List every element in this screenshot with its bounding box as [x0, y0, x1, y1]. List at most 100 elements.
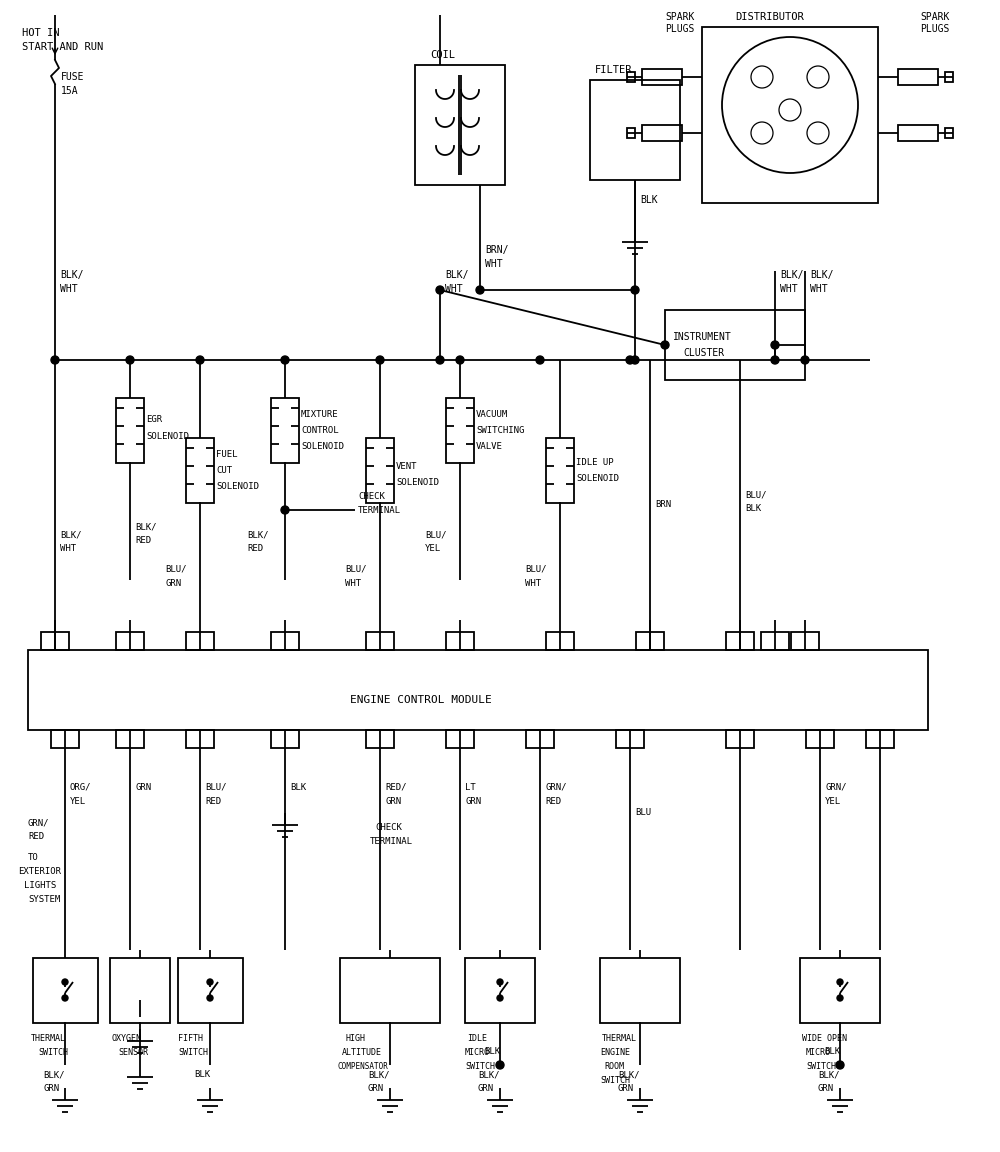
Text: BLK/: BLK/ — [818, 1070, 840, 1079]
Circle shape — [62, 979, 68, 985]
Bar — [590, 79, 680, 180]
Text: LT: LT — [465, 783, 476, 793]
Text: VENT: VENT — [396, 462, 418, 471]
Circle shape — [497, 995, 503, 1001]
Text: VALVE: VALVE — [476, 442, 503, 450]
Bar — [446, 632, 474, 650]
Text: CHECK: CHECK — [375, 823, 402, 832]
Text: BLK/: BLK/ — [368, 1070, 390, 1079]
Text: BRN: BRN — [655, 500, 671, 509]
Bar — [271, 730, 299, 748]
Circle shape — [496, 1061, 504, 1069]
Text: THERMAL: THERMAL — [31, 1034, 66, 1043]
Text: BLU/: BLU/ — [205, 783, 226, 793]
Bar — [186, 632, 214, 650]
Text: YEL: YEL — [825, 797, 841, 806]
Circle shape — [51, 356, 59, 364]
Circle shape — [196, 356, 204, 364]
Text: BLK/: BLK/ — [135, 522, 156, 531]
Text: BLK: BLK — [484, 1047, 500, 1056]
Text: START AND RUN: START AND RUN — [22, 41, 103, 52]
Bar — [806, 730, 834, 748]
Bar — [636, 632, 664, 650]
Bar — [465, 958, 535, 1023]
Circle shape — [376, 356, 384, 364]
Text: RED: RED — [247, 544, 263, 553]
Circle shape — [456, 356, 464, 364]
Text: GRN/: GRN/ — [825, 783, 846, 793]
Bar — [366, 438, 394, 503]
Text: COIL: COIL — [430, 50, 455, 60]
Text: TO: TO — [28, 852, 39, 862]
Text: 15A: 15A — [61, 86, 79, 96]
Text: SWITCH: SWITCH — [806, 1062, 836, 1071]
Circle shape — [281, 506, 289, 514]
Bar — [116, 730, 144, 748]
Bar — [627, 128, 635, 138]
Text: SPARK
PLUGS: SPARK PLUGS — [665, 12, 694, 33]
Text: BLU/: BLU/ — [165, 564, 186, 574]
Text: SPARK
PLUGS: SPARK PLUGS — [920, 12, 949, 33]
Bar — [791, 632, 819, 650]
Bar — [702, 26, 878, 203]
Text: ROOM: ROOM — [604, 1062, 624, 1071]
Text: BLK: BLK — [745, 505, 761, 513]
Bar — [726, 632, 754, 650]
Bar — [546, 438, 574, 503]
Text: HOT IN: HOT IN — [22, 28, 60, 38]
Text: WHT: WHT — [345, 579, 361, 588]
Bar — [28, 650, 928, 730]
Bar — [866, 730, 894, 748]
Bar — [526, 730, 554, 748]
Text: GRN/: GRN/ — [545, 783, 566, 793]
Text: SWITCHING: SWITCHING — [476, 426, 524, 435]
Text: WIDE OPEN: WIDE OPEN — [802, 1034, 847, 1043]
Circle shape — [207, 995, 213, 1001]
Text: GRN/: GRN/ — [28, 818, 50, 827]
Text: MIXTURE: MIXTURE — [301, 410, 339, 419]
Text: MICRO: MICRO — [806, 1048, 831, 1058]
Text: BLK/: BLK/ — [60, 530, 82, 539]
Text: WHT: WHT — [810, 285, 828, 294]
Text: SOLENOID: SOLENOID — [301, 442, 344, 450]
Text: FUSE: FUSE — [61, 71, 84, 82]
Circle shape — [631, 286, 639, 294]
Text: BLK: BLK — [640, 195, 658, 205]
Text: BLK/: BLK/ — [478, 1070, 500, 1079]
Text: RED: RED — [28, 832, 44, 841]
Text: WHT: WHT — [60, 285, 78, 294]
Circle shape — [62, 995, 68, 1001]
Bar — [366, 632, 394, 650]
Text: SENSOR: SENSOR — [118, 1048, 148, 1058]
Text: SWITCH: SWITCH — [178, 1048, 208, 1058]
Text: CHECK: CHECK — [358, 492, 385, 501]
Text: SWITCH: SWITCH — [465, 1062, 495, 1071]
Text: OXYGEN: OXYGEN — [112, 1034, 142, 1043]
Circle shape — [837, 979, 843, 985]
Circle shape — [626, 356, 634, 364]
Bar — [41, 632, 69, 650]
Circle shape — [436, 286, 444, 294]
Text: BLK/: BLK/ — [43, 1070, 64, 1079]
Bar — [627, 71, 635, 82]
Circle shape — [801, 356, 809, 364]
Circle shape — [836, 1061, 844, 1069]
Circle shape — [207, 979, 213, 985]
Text: RED: RED — [545, 797, 561, 806]
Text: VACUUM: VACUUM — [476, 410, 508, 419]
Bar — [642, 69, 682, 85]
Bar — [800, 958, 880, 1023]
Text: GRN: GRN — [465, 797, 481, 806]
Text: ORG/: ORG/ — [70, 783, 92, 793]
Text: BLK: BLK — [824, 1047, 840, 1056]
Bar — [116, 397, 144, 463]
Text: INSTRUMENT: INSTRUMENT — [673, 332, 732, 342]
Text: BLK/: BLK/ — [247, 530, 268, 539]
Text: ALTITUDE: ALTITUDE — [342, 1048, 382, 1058]
Text: YEL: YEL — [70, 797, 86, 806]
Text: BLU/: BLU/ — [425, 530, 446, 539]
Text: FUEL: FUEL — [216, 450, 238, 458]
Text: SWITCH: SWITCH — [600, 1076, 630, 1085]
Text: BLK: BLK — [194, 1070, 210, 1079]
Text: COMPENSATOR: COMPENSATOR — [338, 1062, 389, 1071]
